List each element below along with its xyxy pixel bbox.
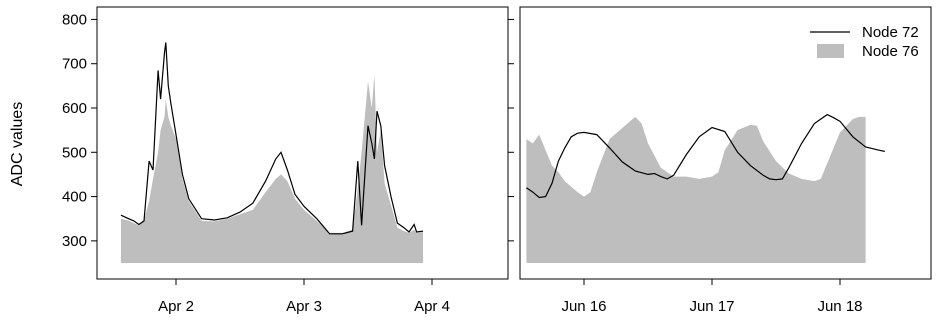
x-tick-label: Apr 3 <box>286 298 322 315</box>
series-area-1 <box>121 74 423 263</box>
chart-panel-1: 300 400 500 600 700 800 Apr 2 Apr 3 Apr 4 <box>62 6 509 315</box>
panel-2-frame <box>519 6 932 280</box>
x-tick-label: Jun 16 <box>561 298 606 315</box>
legend-label-node-76: Node 76 <box>862 43 919 60</box>
x-tick-label: Apr 4 <box>414 298 450 315</box>
legend: Node 72 Node 76 <box>810 24 919 60</box>
series-line-1 <box>120 42 424 235</box>
x-tick-label: Apr 2 <box>158 298 194 315</box>
y-tick-label: 800 <box>62 11 87 28</box>
y-tick-label: 700 <box>62 56 87 73</box>
series-line-2 <box>526 113 885 199</box>
y-tick-label: 600 <box>62 100 87 117</box>
y-axis-label: ADC values <box>9 102 26 186</box>
y-tick-label: 400 <box>62 189 87 206</box>
y-tick-label: 500 <box>62 144 87 161</box>
x-tick-label: Jun 17 <box>689 298 734 315</box>
legend-label-node-72: Node 72 <box>862 24 919 41</box>
chart-panel-2: Jun 16 Jun 17 Jun 18 <box>508 6 932 315</box>
legend-fill-swatch <box>817 44 844 58</box>
series-area-2 <box>526 116 866 264</box>
x-tick-label: Jun 18 <box>817 298 862 315</box>
y-tick-label: 300 <box>62 233 87 250</box>
panel-1-frame <box>96 6 509 280</box>
